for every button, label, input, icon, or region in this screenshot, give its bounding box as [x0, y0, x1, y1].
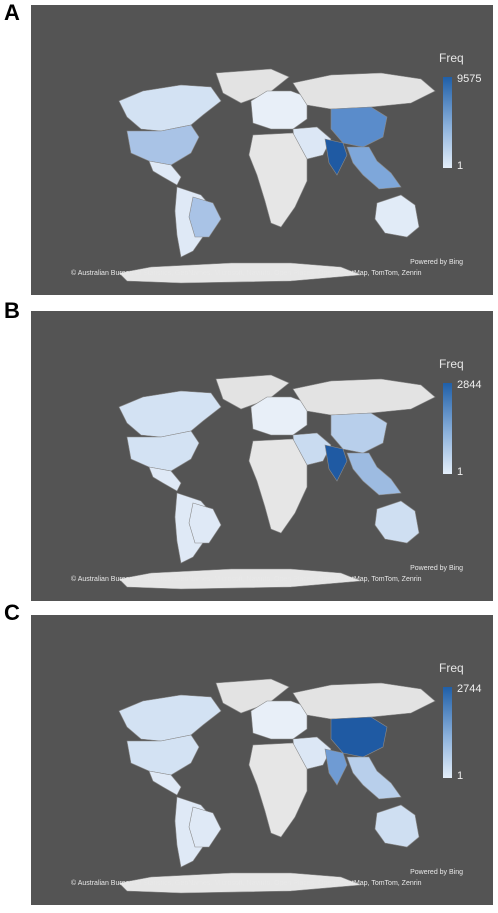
region-usa — [126, 124, 200, 166]
region-india — [324, 748, 348, 786]
region-europe — [250, 700, 308, 740]
region-india — [324, 444, 348, 482]
legend-color-scale — [443, 687, 452, 778]
powered-by-text: Powered by Bing — [410, 565, 463, 572]
legend-title: Freq — [439, 357, 464, 371]
region-north-america — [118, 84, 222, 132]
map-panel-b: Freq 2844 1 Powered by Bing © Australian… — [31, 311, 493, 601]
region-antarctica — [118, 872, 362, 894]
legend-max-value: 2744 — [457, 683, 482, 695]
panel-a-label: A — [4, 0, 20, 25]
region-russia — [292, 72, 436, 110]
region-australia — [374, 500, 420, 544]
region-europe — [250, 90, 308, 130]
powered-by-text: Powered by Bing — [410, 869, 463, 876]
region-usa — [126, 430, 200, 472]
copyright-text: © Australian Bureau of Statistics, GeoNa… — [71, 270, 422, 277]
map-panel-a: Freq 9575 1 Powered by Bing © Australian… — [31, 5, 493, 295]
region-china — [330, 106, 388, 148]
legend-color-scale — [443, 383, 452, 474]
map-panel-c: Freq 2744 1 Powered by Bing © Australian… — [31, 615, 493, 905]
world-map — [118, 678, 436, 894]
region-australia — [374, 804, 420, 848]
region-europe — [250, 396, 308, 436]
copyright-text: © Australian Bureau of Statistics, GeoNa… — [71, 880, 422, 887]
region-africa — [248, 132, 308, 228]
region-se-asia — [346, 146, 402, 190]
region-brazil — [188, 806, 222, 848]
panel-c-label: C — [4, 600, 20, 625]
world-map — [118, 374, 436, 590]
region-russia — [292, 682, 436, 720]
legend-max-value: 9575 — [457, 73, 482, 85]
legend-title: Freq — [439, 661, 464, 675]
region-antarctica — [118, 568, 362, 590]
region-brazil — [188, 502, 222, 544]
region-antarctica — [118, 262, 362, 284]
region-north-america — [118, 390, 222, 438]
region-north-america — [118, 694, 222, 742]
region-usa — [126, 734, 200, 776]
world-map — [118, 68, 436, 284]
powered-by-text: Powered by Bing — [410, 259, 463, 266]
region-se-asia — [346, 452, 402, 496]
region-russia — [292, 378, 436, 416]
region-india — [324, 138, 348, 176]
region-brazil — [188, 196, 222, 238]
legend-min-value: 1 — [457, 770, 464, 782]
copyright-text: © Australian Bureau of Statistics, GeoNa… — [71, 576, 422, 583]
legend-min-value: 1 — [457, 160, 464, 172]
legend-max-value: 2844 — [457, 379, 482, 391]
region-se-asia — [346, 756, 402, 800]
panel-b-label: B — [4, 298, 20, 323]
region-africa — [248, 438, 308, 534]
region-china — [330, 412, 388, 454]
legend-min-value: 1 — [457, 466, 464, 478]
legend-title: Freq — [439, 51, 464, 65]
region-africa — [248, 742, 308, 838]
region-australia — [374, 194, 420, 238]
legend-color-scale — [443, 77, 452, 168]
region-china — [330, 716, 388, 758]
